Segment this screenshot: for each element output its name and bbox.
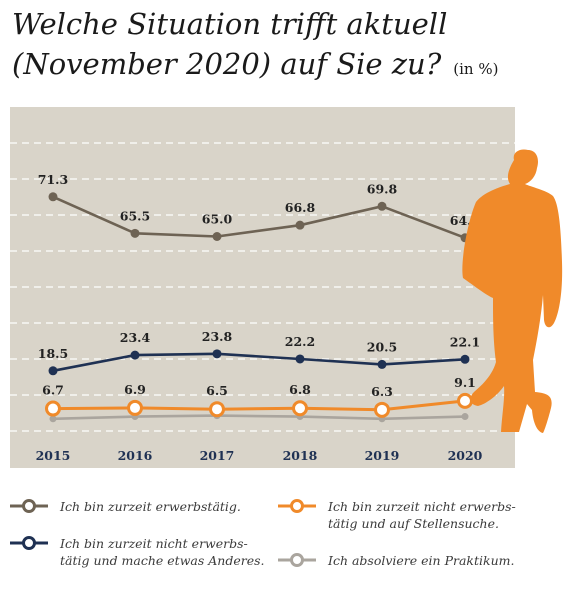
data-labels: 6.7 6.9 6.5 6.8 6.3 9.1 18.5 23.4 23.8 22.2 20.5 22… bbox=[38, 172, 481, 399]
data-label-s0-0: 71.3 bbox=[38, 172, 68, 187]
data-label-s2-0: 6.7 bbox=[42, 383, 64, 398]
data-label-s2-2: 6.5 bbox=[206, 383, 228, 398]
legend-swatch-brown bbox=[10, 499, 48, 513]
legend-label-erwerbstaetig: Ich bin zurzeit erwerbstätig. bbox=[60, 499, 241, 514]
legend-label-anderes-1: Ich bin zurzeit nicht erwerbs- bbox=[60, 536, 248, 551]
point-s1-0 bbox=[48, 366, 58, 376]
point-s3-5 bbox=[461, 413, 469, 421]
legend-swatch-orange bbox=[278, 499, 316, 513]
point-s0-3 bbox=[295, 220, 305, 230]
data-label-s0-3: 66.8 bbox=[285, 200, 316, 215]
data-label-s1-3: 22.2 bbox=[285, 334, 315, 349]
legend-swatch-gray bbox=[278, 553, 316, 567]
person-silhouette-icon bbox=[462, 149, 563, 433]
x-tick-2017: 2017 bbox=[200, 448, 235, 463]
point-s2-0 bbox=[45, 400, 61, 417]
x-tick-2015: 2015 bbox=[36, 448, 71, 463]
data-label-s1-0: 18.5 bbox=[38, 346, 68, 361]
series-line-2 bbox=[52, 399, 466, 412]
x-axis-ticks: 2015 2016 2017 2018 2019 2020 bbox=[36, 448, 483, 463]
legend-label-stellensuche-1: Ich bin zurzeit nicht erwerbs- bbox=[328, 499, 516, 514]
legend-label-praktikum: Ich absolviere ein Praktikum. bbox=[328, 553, 515, 568]
point-s1-2 bbox=[212, 349, 222, 359]
title-line-1: Welche Situation trifft aktuell bbox=[12, 7, 448, 41]
chart-title: Welche Situation trifft aktuell (Novembe… bbox=[12, 4, 572, 89]
data-label-s1-1: 23.4 bbox=[120, 330, 151, 345]
title-line-2-text: (November 2020) auf Sie zu? bbox=[12, 47, 442, 81]
point-s1-3 bbox=[295, 354, 305, 364]
x-tick-2018: 2018 bbox=[283, 448, 318, 463]
legend-label-anderes: Ich bin zurzeit nicht erwerbs-tätig und … bbox=[60, 535, 264, 569]
series-points bbox=[45, 192, 473, 423]
point-s0-4 bbox=[377, 201, 387, 211]
series-lines bbox=[52, 195, 466, 421]
point-s0-1 bbox=[130, 228, 140, 238]
point-s2-4 bbox=[374, 401, 390, 418]
legend-label-stellensuche-2: tätig und auf Stellensuche. bbox=[328, 516, 499, 531]
legend-label-anderes-2: tätig und mache etwas Anderes. bbox=[60, 553, 265, 568]
legend-item-erwerbstaetig: Ich bin zurzeit erwerbstätig. bbox=[8, 498, 258, 518]
point-s1-1 bbox=[130, 350, 140, 360]
data-label-s2-4: 6.3 bbox=[371, 384, 393, 399]
data-label-s0-1: 65.5 bbox=[120, 208, 150, 223]
x-tick-2016: 2016 bbox=[118, 448, 153, 463]
point-s0-0 bbox=[48, 192, 58, 202]
series-line-0 bbox=[52, 195, 466, 240]
point-s2-5 bbox=[457, 392, 473, 409]
data-label-s2-5: 9.1 bbox=[454, 375, 476, 390]
legend-item-anderes: Ich bin zurzeit nicht erwerbs-tätig und … bbox=[8, 535, 273, 573]
unit-label: (in %) bbox=[453, 60, 499, 78]
data-label-s1-5: 22.1 bbox=[450, 334, 480, 349]
legend-swatch-navy bbox=[10, 536, 48, 550]
legend-item-praktikum: Ich absolviere ein Praktikum. bbox=[276, 552, 576, 572]
legend-item-stellensuche: Ich bin zurzeit nicht erwerbs-tätig und … bbox=[276, 498, 576, 536]
point-s2-3 bbox=[292, 400, 308, 417]
data-label-s0-2: 65.0 bbox=[202, 212, 233, 227]
data-label-s2-1: 6.9 bbox=[124, 382, 146, 397]
series-line-3 bbox=[52, 414, 466, 421]
data-label-s1-4: 20.5 bbox=[367, 339, 397, 354]
data-label-s0-4: 69.8 bbox=[367, 181, 398, 196]
point-s0-2 bbox=[212, 232, 222, 241]
point-s2-1 bbox=[127, 399, 143, 416]
x-tick-2020: 2020 bbox=[448, 448, 483, 463]
point-s3-0 bbox=[49, 415, 57, 423]
point-s1-4 bbox=[377, 359, 387, 369]
data-label-s2-3: 6.8 bbox=[289, 382, 311, 397]
point-s2-2 bbox=[209, 401, 225, 418]
data-label-s1-2: 23.8 bbox=[202, 329, 233, 344]
point-s1-5 bbox=[460, 354, 470, 364]
x-tick-2019: 2019 bbox=[365, 448, 400, 463]
legend-label-stellensuche: Ich bin zurzeit nicht erwerbs-tätig und … bbox=[328, 498, 516, 532]
series-line-1 bbox=[52, 352, 466, 373]
title-line-2: (November 2020) auf Sie zu? (in %) bbox=[12, 44, 572, 89]
